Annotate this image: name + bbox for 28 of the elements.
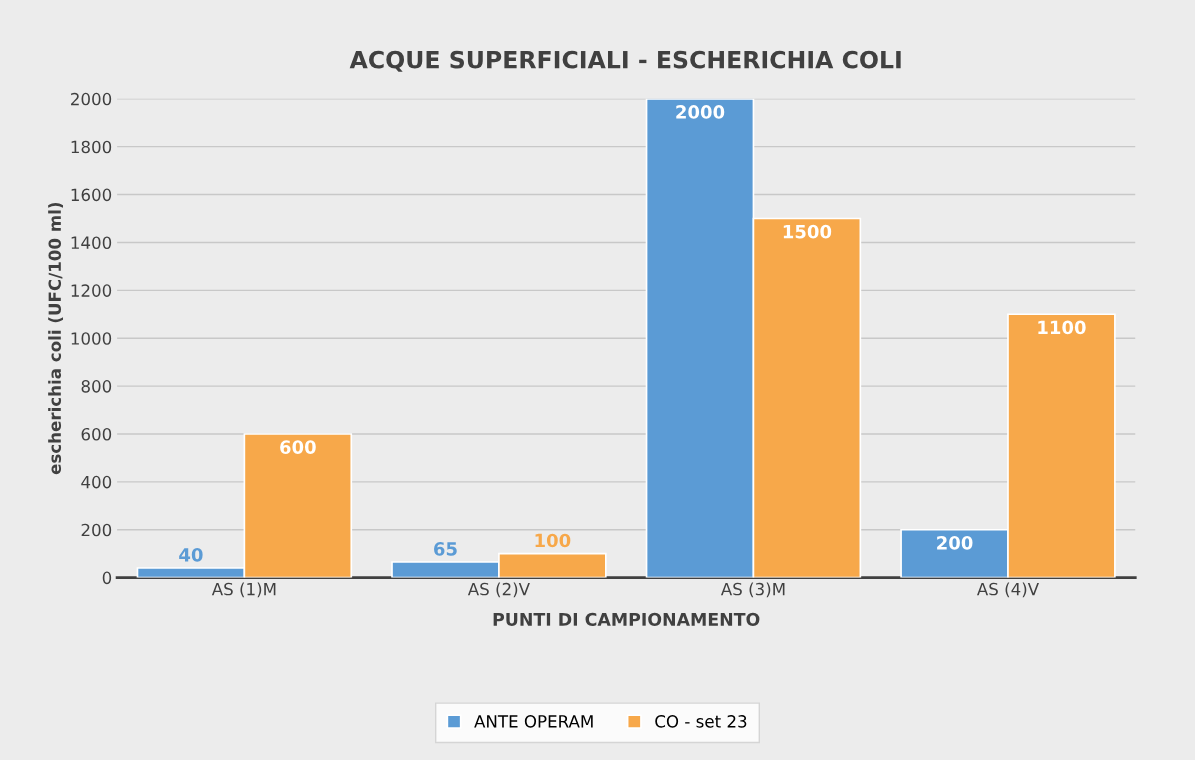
data-label: 2000 xyxy=(676,105,725,119)
x-tick-label: AS (1)M xyxy=(211,582,276,598)
chart-title: ACQUE SUPERFICIALI - ESCHERICHIA COLI xyxy=(349,50,901,72)
y-tick-label: 800 xyxy=(81,380,112,393)
y-tick-label: 2000 xyxy=(71,92,112,106)
data-label: 600 xyxy=(280,440,316,454)
data-label: 1100 xyxy=(1038,320,1086,335)
data-label: 200 xyxy=(937,536,973,550)
data-label: 40 xyxy=(179,548,203,562)
x-tick-label: AS (4)V xyxy=(976,582,1039,598)
data-label: 65 xyxy=(434,542,457,556)
legend-label: ANTE OPERAM xyxy=(474,715,593,728)
y-tick-label: 400 xyxy=(81,475,112,489)
x-axis-title: PUNTI DI CAMPIONAMENTO xyxy=(493,612,760,626)
y-tick-label: 1400 xyxy=(71,236,112,250)
y-axis-title: escherichia coli (UFC/100 ml) xyxy=(48,202,64,475)
y-tick-label: 1800 xyxy=(71,140,112,154)
y-tick-label: 1200 xyxy=(71,284,112,297)
data-label: 100 xyxy=(535,533,571,548)
y-tick-label: 1600 xyxy=(71,188,112,202)
data-label: 1500 xyxy=(783,224,832,239)
x-tick-label: AS (3)M xyxy=(720,582,785,598)
y-tick-label: 0 xyxy=(102,571,112,585)
y-tick-label: 1000 xyxy=(71,332,112,345)
legend-label: CO - set 23 xyxy=(655,715,747,728)
y-tick-label: 200 xyxy=(81,523,112,537)
y-tick-label: 600 xyxy=(81,427,112,441)
x-tick-label: AS (2)V xyxy=(467,582,530,598)
